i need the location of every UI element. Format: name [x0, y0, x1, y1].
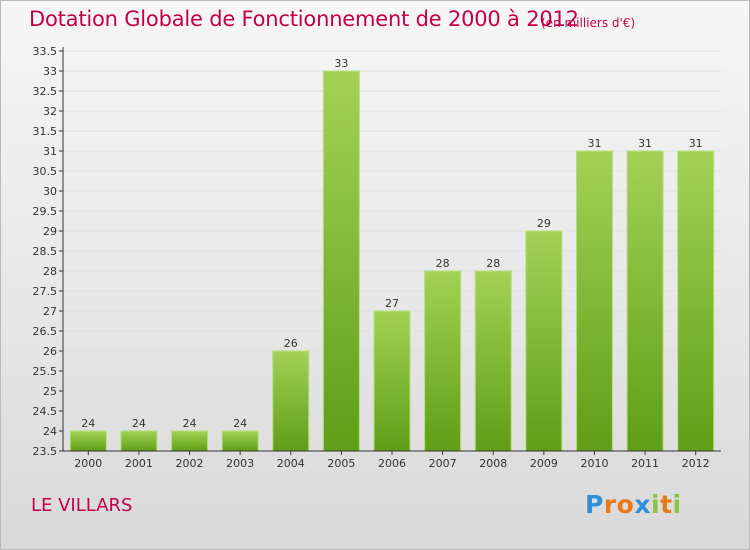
y-tick-label: 30 [43, 185, 57, 198]
bar-2003 [221, 430, 259, 452]
logo-letter: t [660, 490, 673, 519]
x-tick-label: 2010 [580, 457, 608, 470]
chart-title: Dotation Globale de Fonctionnement de 20… [29, 7, 579, 31]
value-label: 31 [587, 137, 601, 150]
y-tick-label: 31.5 [33, 125, 58, 138]
value-label: 27 [385, 297, 399, 310]
y-tick-label: 30.5 [33, 165, 58, 178]
y-tick-label: 24 [43, 425, 57, 438]
y-tick-label: 31 [43, 145, 57, 158]
x-tick-label: 2012 [682, 457, 710, 470]
proxiti-logo: Proxiti [585, 490, 682, 519]
y-tick-label: 25.5 [33, 365, 58, 378]
bar-2000 [69, 430, 107, 452]
value-labels: 24 24 24 24 26 33 27 28 28 29 31 31 31 [81, 57, 702, 430]
y-tick-labels: 23.5 24 24.5 25 25.5 26 26.5 27 27.5 28 28.5 29 29.5… [33, 45, 58, 458]
x-tick-label: 2006 [378, 457, 406, 470]
bar-2011 [626, 150, 664, 452]
chart-subtitle: (en milliers d'€) [541, 16, 636, 30]
bar-2009 [525, 230, 563, 452]
commune-name: LE VILLARS [31, 495, 133, 516]
y-tick-label: 28.5 [33, 245, 58, 258]
logo-letter: x [634, 490, 651, 519]
value-label: 24 [183, 417, 197, 430]
value-label: 28 [436, 257, 450, 270]
x-tick-labels: 2000 2001 2002 2003 2004 2005 2006 2007 2008 2009… [74, 457, 709, 470]
logo-letter: r [603, 490, 617, 519]
value-label: 24 [81, 417, 95, 430]
y-tick-label: 26 [43, 345, 57, 358]
y-tick-label: 28 [43, 265, 57, 278]
value-label: 31 [689, 137, 703, 150]
bar-2001 [120, 430, 158, 452]
bar-2005 [322, 70, 360, 452]
y-tick-label: 32.5 [33, 85, 58, 98]
x-tick-label: 2003 [226, 457, 254, 470]
bar-2002 [171, 430, 209, 452]
value-label: 24 [132, 417, 146, 430]
logo-letter: P [585, 490, 604, 519]
logo-letter: i [651, 490, 661, 519]
bar-2008 [474, 270, 512, 452]
x-tick-label: 2005 [327, 457, 355, 470]
y-tick-label: 25 [43, 385, 57, 398]
x-tick-label: 2004 [277, 457, 305, 470]
y-tick-label: 23.5 [33, 445, 58, 458]
axes [59, 47, 721, 455]
x-tick-label: 2007 [429, 457, 457, 470]
bar-2006 [373, 310, 411, 452]
x-tick-label: 2002 [176, 457, 204, 470]
bar-2007 [424, 270, 462, 452]
bar-2012 [677, 150, 715, 452]
value-label: 26 [284, 337, 298, 350]
y-tick-label: 26.5 [33, 325, 58, 338]
bar-2004 [272, 350, 310, 452]
y-tick-label: 33.5 [33, 45, 58, 58]
x-tick-label: 2009 [530, 457, 558, 470]
y-tick-label: 27 [43, 305, 57, 318]
y-tick-label: 24.5 [33, 405, 58, 418]
y-tick-label: 32 [43, 105, 57, 118]
value-label: 29 [537, 217, 551, 230]
logo-letter: o [616, 490, 635, 519]
logo-letter: i [672, 490, 682, 519]
y-tick-label: 27.5 [33, 285, 58, 298]
x-tick-label: 2008 [479, 457, 507, 470]
y-tick-label: 29 [43, 225, 57, 238]
value-label: 33 [334, 57, 348, 70]
x-tick-label: 2001 [125, 457, 153, 470]
value-label: 31 [638, 137, 652, 150]
x-tick-label: 2011 [631, 457, 659, 470]
bar-2010 [575, 150, 613, 452]
value-label: 28 [486, 257, 500, 270]
x-tick-label: 2000 [74, 457, 102, 470]
value-label: 24 [233, 417, 247, 430]
bars [69, 70, 715, 452]
y-tick-label: 29.5 [33, 205, 58, 218]
y-tick-label: 33 [43, 65, 57, 78]
